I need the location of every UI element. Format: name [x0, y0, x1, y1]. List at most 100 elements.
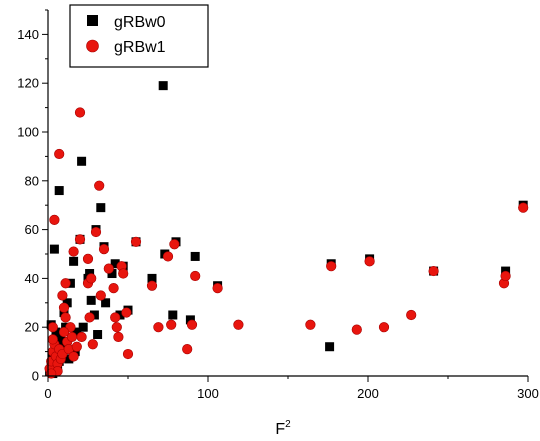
data-point-series-1-33 — [78, 322, 88, 332]
data-point-series-2-27 — [118, 268, 129, 279]
data-point-series-2-2 — [54, 148, 65, 160]
data-point-series-1-30 — [62, 298, 72, 308]
data-point-series-2-24 — [111, 322, 122, 333]
data-point-series-2-40 — [233, 319, 244, 330]
data-point-series-1-48 — [64, 354, 74, 364]
data-point-series-1-38 — [101, 298, 111, 308]
data-point-series-2-43 — [351, 324, 362, 335]
data-point-series-1-11 — [110, 259, 120, 269]
data-point-series-1-54 — [51, 327, 61, 337]
data-point-series-1-39 — [107, 269, 117, 279]
data-point-series-2-6 — [57, 290, 68, 301]
data-point-series-2-1 — [49, 214, 60, 225]
y-tick-label-20: 20 — [25, 320, 39, 335]
data-point-series-2-19 — [95, 290, 106, 301]
data-point-series-1-35 — [86, 295, 96, 305]
x-axis-title-superscript: 2 — [285, 419, 291, 430]
data-point-series-2-46 — [406, 309, 417, 321]
legend-marker-square — [87, 15, 98, 26]
data-point-series-1-14 — [147, 273, 157, 283]
data-point-series-1-25 — [325, 342, 335, 352]
legend-label-series-2: gRBw1 — [114, 39, 166, 56]
data-point-series-1-37 — [93, 330, 103, 340]
data-point-series-2-16 — [86, 273, 97, 284]
data-point-series-1-40 — [115, 310, 125, 320]
data-point-series-2-49 — [500, 270, 511, 282]
data-point-series-2-11 — [74, 234, 86, 245]
data-point-series-1-7 — [85, 269, 95, 279]
data-point-series-2-45 — [378, 322, 390, 333]
data-point-series-2-36 — [182, 344, 193, 355]
x-tick-label-0: 0 — [44, 386, 51, 401]
data-point-series-1-32 — [72, 327, 82, 337]
data-point-series-2-32 — [153, 322, 164, 333]
data-point-series-2-15 — [84, 312, 95, 323]
data-point-series-2-64 — [71, 341, 82, 352]
data-point-series-1-26 — [185, 315, 195, 325]
data-point-series-2-3 — [74, 107, 86, 118]
data-point-series-2-42 — [326, 261, 337, 272]
data-point-series-1-28 — [56, 334, 66, 344]
data-point-series-2-21 — [103, 263, 114, 274]
legend-marker-circle — [86, 39, 99, 53]
y-tick-label-40: 40 — [25, 271, 39, 286]
data-point-series-2-37 — [186, 319, 198, 330]
y-tick-label-140: 140 — [17, 27, 39, 42]
data-point-series-1-6 — [77, 156, 87, 166]
data-point-series-2-50 — [518, 202, 529, 213]
data-point-series-1-9 — [96, 203, 106, 213]
x-axis-title-base: F — [275, 421, 285, 438]
x-axis-title: F2 — [275, 419, 291, 438]
data-point-series-1-49 — [70, 347, 80, 357]
data-point-series-2-17 — [87, 339, 98, 350]
data-point-series-1-3 — [54, 186, 64, 196]
legend: gRBw0 gRBw1 — [69, 4, 209, 68]
data-point-series-2-10 — [68, 246, 79, 257]
data-point-series-2-25 — [113, 331, 124, 343]
y-tick-label-100: 100 — [17, 125, 39, 140]
data-point-series-2-8 — [60, 278, 71, 289]
data-point-series-2-18 — [90, 226, 102, 238]
data-point-series-2-4 — [94, 180, 105, 191]
data-point-series-2-34 — [166, 319, 177, 330]
data-point-series-2-35 — [169, 239, 180, 250]
data-point-series-2-28 — [121, 307, 132, 318]
data-point-series-2-39 — [212, 283, 223, 294]
data-point-series-2-67 — [47, 334, 58, 345]
data-point-series-2-14 — [82, 253, 94, 264]
axes: 0 100 200 300 0 20 40 60 80 100 120 140 — [17, 9, 539, 401]
data-point-series-1-18 — [190, 251, 200, 261]
data-point-series-2-63 — [68, 351, 79, 362]
data-point-series-1-2 — [49, 244, 59, 254]
data-point-series-2-62 — [66, 331, 78, 343]
x-tick-label-200: 200 — [357, 386, 379, 401]
data-point-series-1-4 — [69, 256, 79, 266]
data-point-series-1-36 — [89, 310, 99, 320]
data-point-series-2-7 — [58, 302, 70, 313]
data-point-series-2-31 — [146, 280, 158, 291]
data-point-series-2-69 — [60, 312, 71, 323]
y-tick-label-80: 80 — [25, 173, 39, 188]
x-tick-label-100: 100 — [197, 386, 219, 401]
data-point-series-2-68 — [58, 326, 70, 338]
y-tick-label-120: 120 — [17, 76, 39, 91]
x-tick-label-300: 300 — [517, 386, 539, 401]
legend-label-series-1: gRBw0 — [114, 14, 166, 31]
data-point-series-1-42 — [168, 310, 178, 320]
data-point-series-2-5 — [47, 322, 58, 333]
data-point-series-2-30 — [130, 236, 142, 247]
data-point-series-2-38 — [190, 270, 201, 282]
y-tick-label-60: 60 — [25, 222, 39, 237]
y-tick-label-0: 0 — [32, 369, 39, 384]
data-marks — [44, 81, 529, 379]
data-point-series-2-12 — [76, 331, 87, 343]
data-point-series-2-33 — [162, 251, 174, 262]
data-point-series-2-47 — [428, 265, 439, 277]
data-point-series-2-20 — [98, 244, 110, 255]
data-point-series-2-41 — [305, 319, 316, 330]
data-point-series-2-29 — [122, 348, 134, 360]
data-point-series-2-23 — [110, 312, 121, 323]
data-point-series-2-44 — [364, 256, 375, 267]
data-point-series-2-22 — [108, 283, 119, 294]
